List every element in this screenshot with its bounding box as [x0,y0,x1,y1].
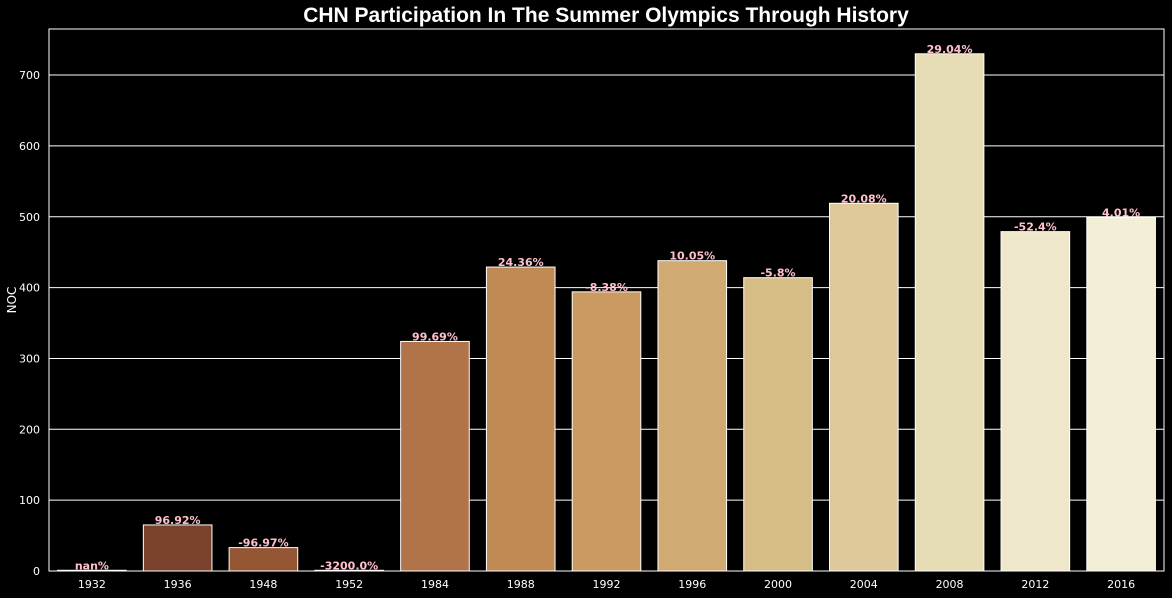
bar [400,340,470,572]
x-tick-label: 2004 [850,578,878,591]
y-tick-label: 700 [19,69,40,82]
x-tick-label: 1952 [335,578,363,591]
data-label: nan% [75,559,109,572]
x-tick-label: 1932 [78,578,106,591]
x-tick-label: 2000 [764,578,792,591]
bar [914,53,985,572]
y-tick-label: 500 [19,211,40,224]
y-tick-label: 300 [19,352,40,365]
data-label: -3200.0% [320,559,378,572]
y-tick-label: 600 [19,140,40,153]
x-tick-label: 1996 [678,578,706,591]
data-label: -5.8% [760,267,795,280]
data-label: 4.01% [1102,206,1140,219]
data-labels: nan% 96.92% -96.97% -3200.0% 99.69% 24.36% -8.… [75,43,1140,572]
bar [571,291,642,572]
x-tick-label: 2016 [1107,578,1135,591]
bars [57,53,1156,572]
x-axis-ticks: 1932 1936 1948 1952 1984 1988 1992 1996 2000 2004… [78,578,1135,591]
plot-frame [48,28,1165,572]
y-axis-ticks: 0 100 200 300 400 500 600 700 [19,69,40,578]
data-label: 24.36% [498,256,544,269]
y-tick-label: 100 [19,494,40,507]
data-label: 99.69% [412,330,458,343]
bar [1086,216,1156,572]
data-label: 96.92% [155,514,201,527]
x-tick-label: 1984 [421,578,449,591]
x-tick-label: 1988 [507,578,535,591]
chart-title: CHN Participation In The Summer Olympics… [303,4,909,27]
data-label: 29.04% [927,43,973,56]
bar [829,202,899,572]
y-tick-label: 200 [19,423,40,436]
bar [1000,231,1071,572]
y-axis-label: NOC [5,287,19,314]
bar [228,547,299,572]
x-tick-label: 1948 [249,578,277,591]
x-tick-label: 1936 [164,578,192,591]
data-label: -8.38% [585,281,628,294]
bar [485,266,556,572]
bar [743,277,813,572]
data-label: 10.05% [669,250,715,263]
x-tick-label: 1992 [593,578,621,591]
data-label: 20.08% [841,192,887,205]
x-tick-label: 2012 [1021,578,1049,591]
y-tick-label: 400 [19,282,40,295]
x-tick-label: 2008 [936,578,964,591]
bar [142,524,213,572]
data-label: -96.97% [238,537,288,550]
y-tick-label: 0 [33,565,40,578]
bar [657,260,728,572]
data-label: -52.4% [1014,221,1057,234]
